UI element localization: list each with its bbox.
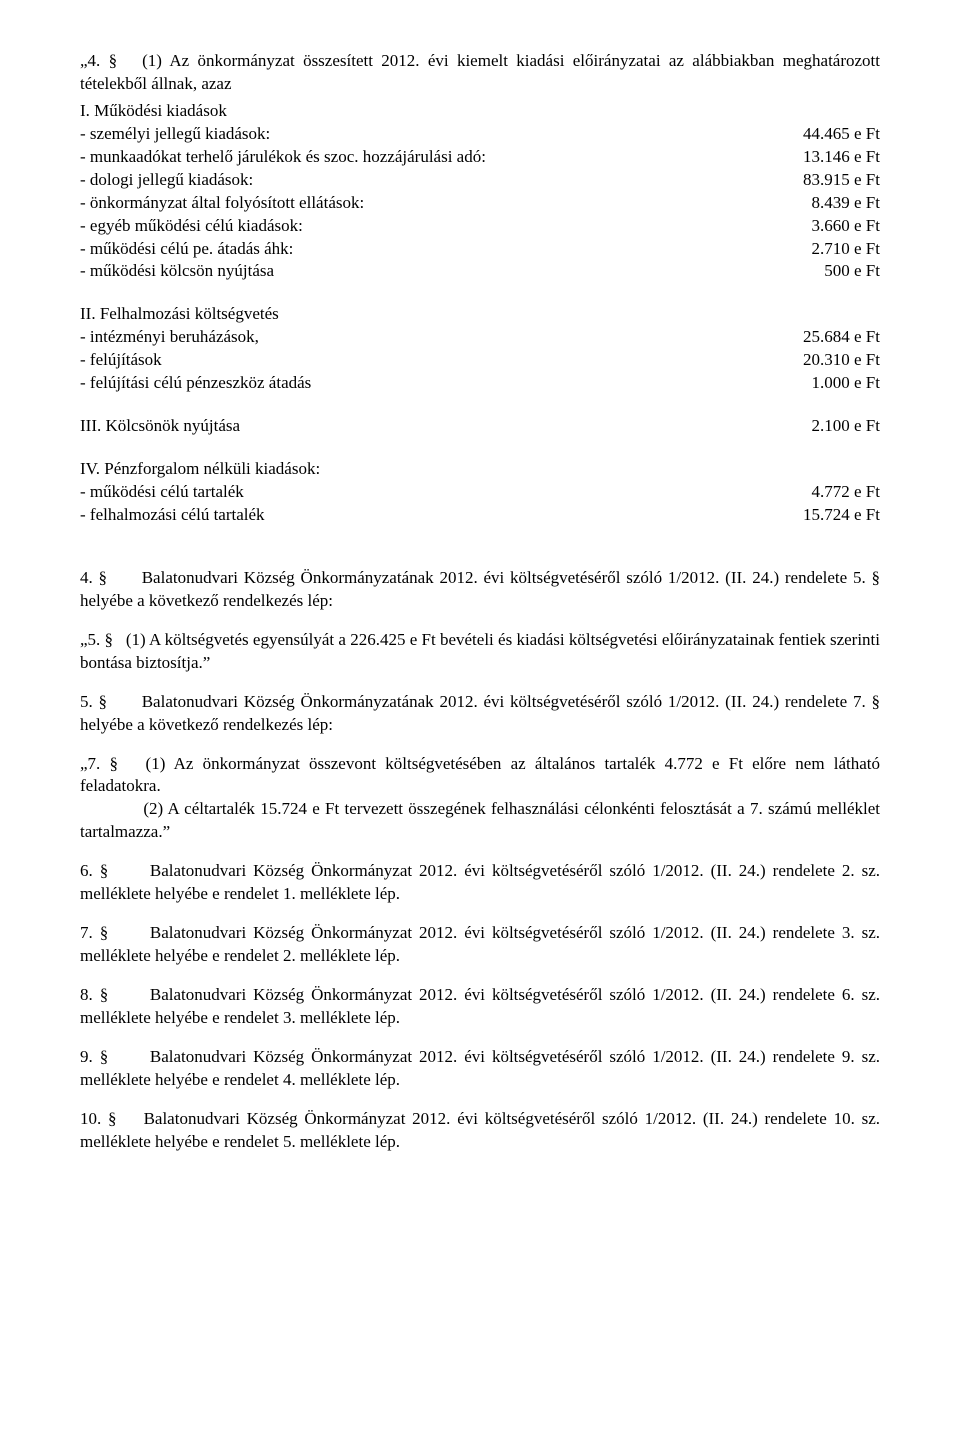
row-label: - dologi jellegű kiadások: bbox=[80, 169, 783, 192]
row-label: - felújítások bbox=[80, 349, 783, 372]
section-iv-block: IV. Pénzforgalom nélküli kiadások: - műk… bbox=[80, 458, 880, 527]
list-row: - működési kölcsön nyújtása500 e Ft bbox=[80, 260, 880, 283]
empty-value bbox=[860, 303, 880, 326]
row-label: - működési kölcsön nyújtása bbox=[80, 260, 804, 283]
empty-value bbox=[860, 458, 880, 481]
paragraph-5: 5. § Balatonudvari Község Önkormányzatán… bbox=[80, 691, 880, 737]
list-row: - felújítási célú pénzeszköz átadás1.000… bbox=[80, 372, 880, 395]
section-i-block: I. Működési kiadások - személyi jellegű … bbox=[80, 100, 880, 284]
paragraph-10: 10. § Balatonudvari Község Önkormányzat … bbox=[80, 1108, 880, 1154]
section-ii-title: II. Felhalmozási költségvetés bbox=[80, 303, 880, 326]
section-i-title-label: I. Működési kiadások bbox=[80, 100, 860, 123]
row-value: 1.000 e Ft bbox=[792, 372, 880, 395]
row-value: 8.439 e Ft bbox=[792, 192, 880, 215]
paragraph-9: 9. § Balatonudvari Község Önkormányzat 2… bbox=[80, 1046, 880, 1092]
row-value: 2.710 e Ft bbox=[792, 238, 880, 261]
row-label: - személyi jellegű kiadások: bbox=[80, 123, 783, 146]
empty-value bbox=[860, 100, 880, 123]
list-row: - dologi jellegű kiadások:83.915 e Ft bbox=[80, 169, 880, 192]
row-value: 83.915 e Ft bbox=[783, 169, 880, 192]
row-value: 500 e Ft bbox=[804, 260, 880, 283]
row-label: - intézményi beruházások, bbox=[80, 326, 783, 349]
section-ii-block: II. Felhalmozási költségvetés - intézmén… bbox=[80, 303, 880, 395]
row-label: - egyéb működési célú kiadások: bbox=[80, 215, 792, 238]
row-value: 25.684 e Ft bbox=[783, 326, 880, 349]
row-label: III. Kölcsönök nyújtása bbox=[80, 415, 792, 438]
document-page: „4. § (1) Az önkormányzat összesített 20… bbox=[0, 0, 960, 1218]
row-label: - felhalmozási célú tartalék bbox=[80, 504, 783, 527]
paragraph-7-quote-1: „7. § (1) Az önkormányzat összevont költ… bbox=[80, 753, 880, 799]
row-label: - munkaadókat terhelő járulékok és szoc.… bbox=[80, 146, 783, 169]
row-label: - önkormányzat által folyósított ellátás… bbox=[80, 192, 792, 215]
list-row: - munkaadókat terhelő járulékok és szoc.… bbox=[80, 146, 880, 169]
list-row: - felhalmozási célú tartalék15.724 e Ft bbox=[80, 504, 880, 527]
section-iv-title-label: IV. Pénzforgalom nélküli kiadások: bbox=[80, 458, 860, 481]
paragraph-5-quote: „5. § (1) A költségvetés egyensúlyát a 2… bbox=[80, 629, 880, 675]
section-iv-title: IV. Pénzforgalom nélküli kiadások: bbox=[80, 458, 880, 481]
row-value: 20.310 e Ft bbox=[783, 349, 880, 372]
row-value: 13.146 e Ft bbox=[783, 146, 880, 169]
list-row: - felújítások20.310 e Ft bbox=[80, 349, 880, 372]
paragraph-8: 8. § Balatonudvari Község Önkormányzat 2… bbox=[80, 984, 880, 1030]
row-value: 44.465 e Ft bbox=[783, 123, 880, 146]
list-row: - intézményi beruházások,25.684 e Ft bbox=[80, 326, 880, 349]
row-label: - működési célú tartalék bbox=[80, 481, 792, 504]
row-label: - működési célú pe. átadás áhk: bbox=[80, 238, 792, 261]
list-row: - személyi jellegű kiadások:44.465 e Ft bbox=[80, 123, 880, 146]
section-iii-block: III. Kölcsönök nyújtása2.100 e Ft bbox=[80, 415, 880, 438]
section-iii-row: III. Kölcsönök nyújtása2.100 e Ft bbox=[80, 415, 880, 438]
paragraph-7: 7. § Balatonudvari Község Önkormányzat 2… bbox=[80, 922, 880, 968]
paragraph-4-intro: „4. § (1) Az önkormányzat összesített 20… bbox=[80, 50, 880, 96]
row-value: 4.772 e Ft bbox=[792, 481, 880, 504]
section-ii-title-label: II. Felhalmozási költségvetés bbox=[80, 303, 860, 326]
paragraph-4: 4. § Balatonudvari Község Önkormányzatán… bbox=[80, 567, 880, 613]
row-value: 3.660 e Ft bbox=[792, 215, 880, 238]
paragraph-7-quote-2: (2) A céltartalék 15.724 e Ft tervezett … bbox=[80, 798, 880, 844]
row-value: 2.100 e Ft bbox=[792, 415, 880, 438]
row-label: - felújítási célú pénzeszköz átadás bbox=[80, 372, 792, 395]
paragraph-6: 6. § Balatonudvari Község Önkormányzat 2… bbox=[80, 860, 880, 906]
list-row: - működési célú tartalék4.772 e Ft bbox=[80, 481, 880, 504]
list-row: - önkormányzat által folyósított ellátás… bbox=[80, 192, 880, 215]
row-value: 15.724 e Ft bbox=[783, 504, 880, 527]
list-row: - működési célú pe. átadás áhk:2.710 e F… bbox=[80, 238, 880, 261]
section-i-title: I. Működési kiadások bbox=[80, 100, 880, 123]
list-row: - egyéb működési célú kiadások:3.660 e F… bbox=[80, 215, 880, 238]
